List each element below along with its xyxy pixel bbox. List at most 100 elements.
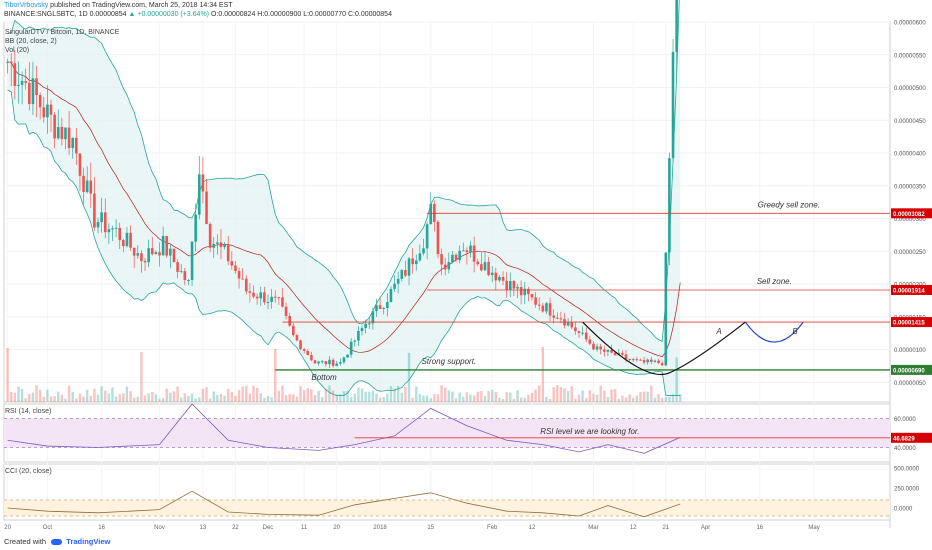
annotation-bottom: Bottom bbox=[311, 373, 337, 382]
volume-bar bbox=[288, 394, 291, 402]
candle-body bbox=[382, 308, 386, 310]
volume-bar bbox=[375, 393, 378, 402]
candle-body bbox=[212, 243, 216, 248]
volume-bar bbox=[603, 390, 606, 402]
candle-body bbox=[313, 360, 317, 364]
candle-body bbox=[310, 354, 313, 361]
candle-body bbox=[219, 242, 223, 248]
candle-body bbox=[107, 229, 111, 233]
candle-body bbox=[277, 297, 281, 299]
candle-body bbox=[266, 302, 270, 304]
cup-curve bbox=[582, 321, 746, 376]
candle-body bbox=[100, 212, 103, 223]
volume-bar bbox=[17, 386, 20, 402]
candle-body bbox=[71, 137, 75, 149]
volume-bar bbox=[382, 397, 385, 402]
candle-body bbox=[64, 127, 67, 140]
volume-bar bbox=[498, 397, 501, 402]
price-tick-label: 0.00000450 bbox=[894, 119, 926, 125]
candle-body bbox=[653, 360, 657, 362]
volume-bar bbox=[566, 391, 570, 402]
candle-body bbox=[519, 287, 523, 296]
candle-body bbox=[461, 250, 465, 252]
candle-body bbox=[465, 250, 469, 253]
volume-bar bbox=[411, 397, 414, 402]
candle-body bbox=[179, 271, 183, 273]
x-tick-label: 20 bbox=[333, 525, 340, 531]
volume-bar bbox=[393, 388, 396, 402]
candle-body bbox=[140, 253, 143, 262]
volume-bar bbox=[404, 386, 407, 402]
rsi-level-label: RSI level we are looking for. bbox=[540, 427, 639, 436]
candle-body bbox=[281, 297, 284, 307]
rsi-band bbox=[4, 418, 890, 448]
candle-body bbox=[302, 349, 306, 351]
candle-body bbox=[660, 363, 664, 366]
level-badge bbox=[891, 364, 932, 375]
footer-brand[interactable]: TradingView bbox=[66, 537, 111, 546]
candle-body bbox=[259, 292, 263, 299]
candle-body bbox=[46, 104, 49, 118]
volume-bar bbox=[111, 387, 114, 402]
candle-body bbox=[85, 180, 89, 192]
volume-bar bbox=[621, 395, 624, 402]
volume-bar bbox=[400, 392, 403, 402]
volume-bar bbox=[469, 394, 472, 402]
candle-body bbox=[320, 361, 324, 363]
candle-body bbox=[588, 339, 592, 344]
volume-bar bbox=[245, 385, 248, 402]
volume-bar bbox=[541, 346, 545, 402]
candle-body bbox=[595, 346, 599, 350]
volume-bar bbox=[93, 388, 96, 402]
candle-body bbox=[436, 221, 440, 255]
volume-bar bbox=[657, 394, 660, 402]
volume-bar bbox=[494, 392, 498, 402]
volume-bar bbox=[201, 388, 205, 402]
candle-body bbox=[31, 78, 35, 105]
candle-body bbox=[223, 245, 226, 248]
candle-body bbox=[469, 245, 472, 253]
volume-bar bbox=[28, 393, 31, 402]
x-tick-label: 11 bbox=[301, 525, 308, 531]
volume-bar bbox=[64, 398, 67, 402]
candle-body bbox=[422, 248, 425, 254]
publish-text: published on TradingView.com, March 25, … bbox=[50, 2, 233, 9]
candle-body bbox=[244, 278, 248, 292]
volume-bar bbox=[639, 392, 642, 402]
volume-bar bbox=[104, 390, 107, 402]
candle-body bbox=[545, 303, 548, 312]
candle-body bbox=[328, 359, 331, 365]
candle-body bbox=[161, 236, 165, 256]
candle-body bbox=[476, 261, 480, 265]
volume-bar bbox=[24, 398, 27, 402]
candle-body bbox=[183, 271, 187, 281]
volume-bar bbox=[653, 397, 657, 402]
x-tick-label: 2018 bbox=[373, 525, 387, 531]
volume-bar bbox=[516, 390, 519, 402]
candle-body bbox=[631, 359, 635, 361]
candle-body bbox=[346, 354, 349, 358]
volume-bar bbox=[617, 398, 620, 402]
candle-body bbox=[581, 332, 584, 334]
volume-bar bbox=[519, 397, 523, 402]
annotation-a: A bbox=[715, 327, 721, 336]
candle-body bbox=[508, 281, 512, 291]
volume-bar bbox=[599, 385, 602, 402]
volume-bar bbox=[241, 386, 244, 402]
candle-body bbox=[646, 359, 650, 363]
candle-body bbox=[668, 158, 671, 253]
candle-body bbox=[216, 242, 219, 244]
volume-bar bbox=[281, 385, 284, 402]
candle-body bbox=[483, 262, 487, 271]
candle-body bbox=[393, 283, 396, 289]
volume-bar bbox=[190, 393, 194, 402]
candle-body bbox=[197, 174, 201, 215]
volume-bar bbox=[451, 391, 454, 402]
volume-bar bbox=[263, 397, 266, 402]
volume-bar bbox=[447, 390, 451, 402]
level-label: Greedy sell zone. bbox=[758, 200, 820, 209]
author-link[interactable]: TiborVrbovsky bbox=[4, 2, 49, 9]
candle-body bbox=[349, 341, 353, 355]
volume-bar bbox=[165, 388, 168, 402]
